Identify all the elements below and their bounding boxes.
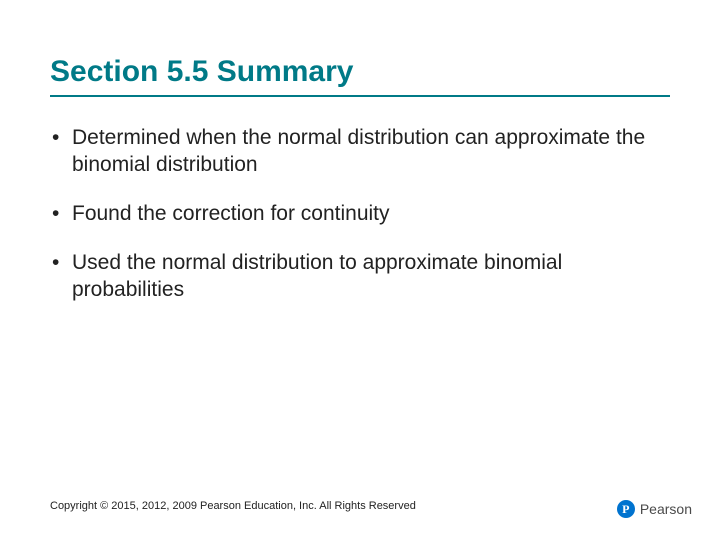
copyright-footer: Copyright © 2015, 2012, 2009 Pearson Edu… xyxy=(50,500,416,512)
brand-name: Pearson xyxy=(640,501,692,517)
slide-container: Section 5.5 Summary Determined when the … xyxy=(0,0,720,540)
brand-logo: P Pearson xyxy=(617,500,692,518)
slide-title: Section 5.5 Summary xyxy=(50,55,670,97)
list-item: Found the correction for continuity xyxy=(50,201,670,228)
list-item: Used the normal distribution to approxim… xyxy=(50,250,670,304)
pearson-icon: P xyxy=(617,500,635,518)
bullet-list: Determined when the normal distribution … xyxy=(50,125,670,303)
list-item: Determined when the normal distribution … xyxy=(50,125,670,179)
